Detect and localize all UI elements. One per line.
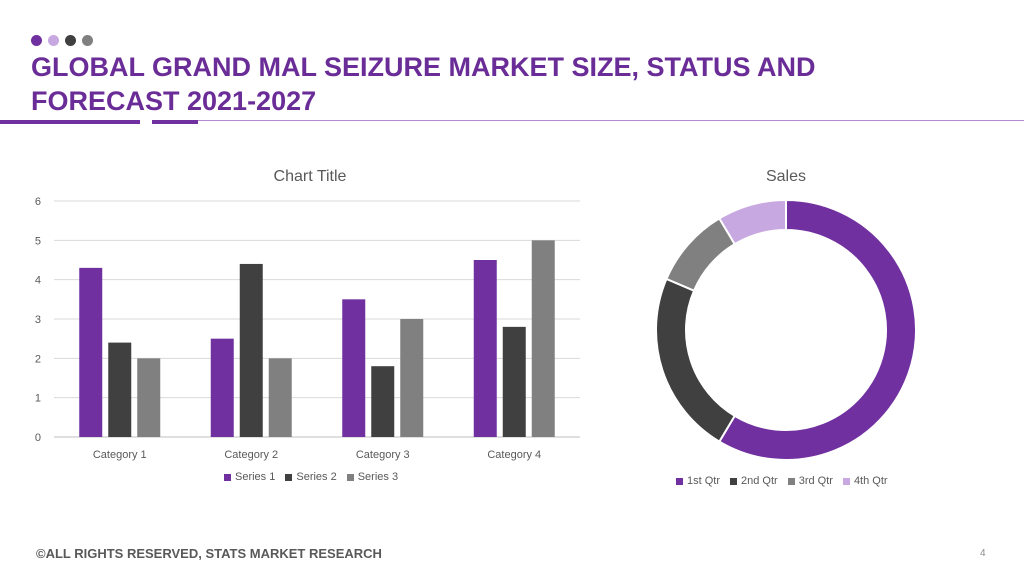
bar-2-3 bbox=[371, 366, 395, 437]
legend-swatch bbox=[285, 473, 293, 481]
footer-copyright: ©ALL RIGHTS RESERVED, STATS MARKET RESEA… bbox=[36, 546, 382, 561]
bar-3-3 bbox=[400, 319, 424, 437]
y-tick-label: 2 bbox=[35, 353, 41, 365]
y-tick-label: 5 bbox=[35, 235, 41, 247]
dot-3 bbox=[65, 35, 76, 46]
legend-label: 3rd Qtr bbox=[798, 475, 833, 487]
bar-chart-bars bbox=[79, 240, 555, 437]
x-tick-label: Category 1 bbox=[93, 449, 147, 461]
bar-2-1 bbox=[108, 342, 132, 437]
title-underline-segment bbox=[0, 120, 140, 124]
legend-item-qtr-1: 1st Qtr bbox=[676, 475, 720, 487]
x-tick-label: Category 4 bbox=[487, 449, 541, 461]
legend-item-series-3: Series 3 bbox=[346, 471, 399, 483]
y-tick-label: 0 bbox=[35, 432, 41, 444]
legend-swatch bbox=[676, 477, 683, 485]
legend-label: 1st Qtr bbox=[687, 475, 721, 487]
donut-chart-legend: 1st Qtr 2nd Qtr 3rd Qtr 4th Qtr bbox=[676, 475, 888, 487]
legend-label: Series 1 bbox=[235, 471, 276, 483]
bar-chart-title: Chart Title bbox=[274, 168, 347, 185]
title-underline-line bbox=[198, 120, 1024, 121]
bar-chart-legend: Series 1 Series 2 Series 3 bbox=[224, 471, 398, 483]
bar-3-4 bbox=[531, 240, 555, 437]
dot-2 bbox=[48, 35, 59, 46]
donut-slice-1 bbox=[717, 198, 917, 461]
bar-1-3 bbox=[342, 299, 366, 437]
legend-item-qtr-3: 3rd Qtr bbox=[787, 475, 833, 487]
bar-3-1 bbox=[137, 358, 161, 437]
bar-chart: Chart Title 0 1 2 3 4 5 6 Category 1 Category 2… bbox=[35, 168, 580, 461]
dot-4 bbox=[82, 35, 93, 46]
page-number: 4 bbox=[980, 548, 986, 559]
donut-chart-title: Sales bbox=[766, 168, 806, 185]
bar-chart-gridlines bbox=[54, 200, 580, 438]
slide-title: GLOBAL GRAND MAL SEIZURE MARKET SIZE, ST… bbox=[31, 52, 816, 116]
bar-2-2 bbox=[239, 263, 263, 437]
legend-item-qtr-2: 2nd Qtr bbox=[730, 475, 778, 487]
legend-label: 4th Qtr bbox=[853, 475, 888, 487]
decorative-dots bbox=[31, 35, 93, 46]
legend-swatch bbox=[224, 473, 231, 481]
donut-chart-slices bbox=[655, 198, 917, 461]
legend-swatch bbox=[730, 477, 738, 485]
y-tick-label: 6 bbox=[35, 196, 41, 208]
legend-label: Series 3 bbox=[357, 471, 399, 483]
bar-1-1 bbox=[79, 267, 103, 437]
y-tick-label: 4 bbox=[35, 275, 41, 287]
donut-slice-4 bbox=[717, 198, 787, 246]
donut-slice-3 bbox=[665, 217, 737, 293]
y-tick-label: 3 bbox=[35, 314, 41, 326]
legend-swatch bbox=[787, 477, 795, 485]
legend-item-series-1: Series 1 bbox=[224, 471, 275, 483]
bar-chart-x-axis: Category 1 Category 2 Category 3 Category 4 bbox=[93, 449, 541, 461]
legend-swatch bbox=[346, 473, 354, 481]
title-underline-segment bbox=[152, 120, 198, 124]
bar-2-4 bbox=[502, 326, 526, 437]
dot-1 bbox=[31, 35, 42, 46]
legend-item-qtr-4: 4th Qtr bbox=[842, 475, 888, 487]
x-tick-label: Category 3 bbox=[356, 449, 410, 461]
legend-swatch bbox=[842, 477, 850, 485]
bar-1-2 bbox=[210, 338, 234, 437]
donut-chart: Sales bbox=[655, 168, 917, 461]
legend-label: Series 2 bbox=[296, 471, 337, 483]
bar-chart-y-axis: 0 1 2 3 4 5 6 bbox=[35, 196, 41, 444]
legend-label: 2nd Qtr bbox=[741, 475, 778, 487]
x-tick-label: Category 2 bbox=[224, 449, 278, 461]
bar-1-4 bbox=[473, 260, 497, 437]
legend-item-series-2: Series 2 bbox=[285, 471, 337, 483]
y-tick-label: 1 bbox=[35, 393, 41, 405]
donut-slice-2 bbox=[655, 277, 737, 443]
bar-3-2 bbox=[268, 358, 292, 437]
